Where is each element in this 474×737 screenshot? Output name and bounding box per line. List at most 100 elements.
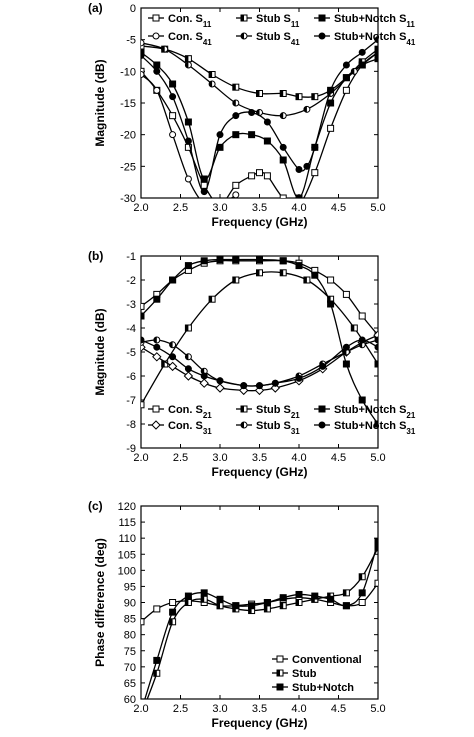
chart-panel-1: 2.0 2.5 3.0 3.5 4.0 4.5 5.0 0 -5 -10 -15 -20 -25 -30 F… — [88, 1, 416, 229]
series-line-1 — [141, 582, 378, 623]
series-line-1 — [141, 51, 378, 198]
data-point — [279, 194, 287, 198]
data-point — [141, 336, 145, 344]
y-tick-label: -2 — [126, 275, 136, 287]
data-point-half — [232, 277, 236, 283]
data-point-half — [185, 325, 189, 331]
y-tick-label: -20 — [120, 130, 136, 142]
data-point — [152, 405, 160, 413]
data-point — [216, 595, 224, 603]
data-point — [200, 257, 208, 265]
x-tick-label: 2.5 — [173, 202, 188, 214]
y-tick-label: 115 — [118, 517, 136, 529]
data-point — [279, 143, 287, 151]
data-point-half — [296, 93, 299, 100]
data-point — [184, 137, 192, 145]
data-point — [295, 194, 303, 198]
data-point — [141, 312, 145, 320]
data-point — [184, 262, 192, 270]
data-point-half — [375, 49, 378, 56]
y-tick-label: -4 — [126, 323, 136, 335]
legend-entry: Stub+Notch S31 — [334, 420, 416, 436]
legend-entry: Con. S21 — [168, 404, 212, 420]
x-tick-label: 2.5 — [173, 452, 188, 464]
data-point — [263, 172, 271, 180]
y-tick-label: -25 — [120, 161, 136, 173]
x-tick-label: 4.5 — [331, 703, 346, 715]
data-point — [295, 590, 303, 598]
data-point — [248, 602, 256, 610]
data-point — [169, 131, 177, 139]
data-point-half — [241, 406, 244, 412]
series-line-6 — [141, 39, 378, 193]
legend-entry: Stub S31 — [256, 420, 300, 436]
data-point — [256, 256, 263, 264]
data-point — [152, 352, 162, 362]
data-point — [232, 602, 240, 610]
y-tick-label: 0 — [130, 3, 136, 15]
data-point-half — [185, 62, 189, 68]
y-tick-label: 120 — [118, 501, 136, 513]
data-point-half — [241, 15, 244, 21]
x-tick-label: 4.0 — [291, 452, 306, 464]
series-line-3 — [144, 541, 378, 699]
data-point — [327, 99, 335, 107]
data-point-half — [241, 422, 244, 428]
data-point — [232, 191, 240, 198]
y-tick-label: -10 — [120, 66, 136, 78]
y-tick-label: 95 — [124, 581, 136, 593]
panel-label: (a) — [88, 1, 103, 15]
data-point — [141, 42, 145, 50]
data-point-half — [303, 277, 307, 283]
series-line-2 — [146, 547, 378, 699]
data-point-half — [153, 670, 157, 677]
data-point-half — [280, 269, 284, 276]
y-tick-label: 105 — [118, 549, 136, 561]
data-point — [141, 618, 145, 626]
y-tick-label: -9 — [126, 443, 136, 455]
data-point-half — [256, 269, 260, 276]
data-point — [240, 382, 248, 390]
data-point — [141, 401, 145, 409]
legend: Conventional Stub Stub+Notch — [272, 654, 362, 694]
y-axis-label: Magnitude (dB) — [93, 59, 107, 146]
data-point — [153, 86, 161, 94]
y-tick-label: -6 — [126, 371, 136, 383]
data-point — [169, 608, 177, 616]
data-point — [200, 188, 208, 196]
data-point-half — [232, 84, 236, 91]
legend-entry: Conventional — [292, 654, 362, 666]
y-tick-label: 110 — [118, 533, 136, 545]
y-axis-label: Phase difference (deg) — [93, 538, 107, 667]
data-point — [358, 599, 366, 606]
series-line-3 — [141, 51, 378, 198]
data-point — [276, 655, 284, 663]
data-point — [327, 276, 335, 284]
data-point-half — [153, 337, 157, 343]
x-tick-label: 3.0 — [212, 202, 227, 214]
data-point-half — [375, 337, 378, 343]
data-point — [279, 257, 287, 265]
data-point-half — [185, 599, 189, 606]
data-point — [200, 589, 208, 597]
data-point — [374, 55, 378, 63]
y-tick-label: -8 — [126, 419, 136, 431]
x-tick-label: 4.5 — [331, 452, 346, 464]
data-point-half — [169, 618, 173, 625]
data-point — [141, 39, 145, 47]
data-point — [303, 162, 311, 170]
data-point-half — [241, 33, 244, 39]
chart-panel-2: 2.0 2.5 3.0 3.5 4.0 4.5 5.0 -1 -2 -3 -4 -5 -6 -7 -8 -9 F… — [88, 249, 416, 479]
data-point — [374, 537, 378, 545]
x-tick-label: 5.0 — [370, 202, 385, 214]
data-point-half — [303, 106, 307, 113]
panel-label: (c) — [88, 499, 103, 513]
data-point — [318, 32, 326, 40]
data-point — [358, 589, 366, 597]
y-tick-label: 85 — [124, 614, 136, 626]
data-point — [311, 143, 319, 151]
data-point — [342, 343, 350, 351]
data-point — [141, 67, 145, 75]
data-point — [318, 14, 326, 22]
legend-entry: Stub+Notch — [292, 682, 354, 694]
